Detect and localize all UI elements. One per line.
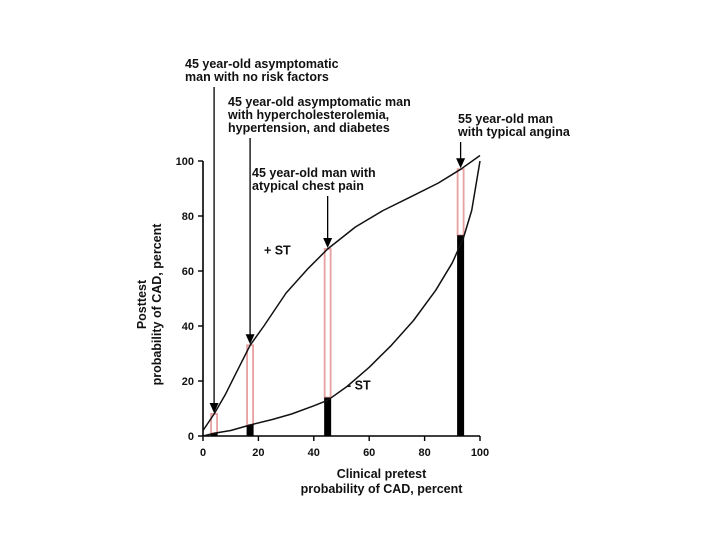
series-curve	[202, 160, 481, 437]
annotation-text: 45 year-old asymptomatic man	[228, 95, 411, 109]
annotation-arrowhead	[323, 238, 333, 248]
annotation-text: with hypercholesterolemia,	[227, 108, 389, 122]
y-tick-label: 100	[176, 156, 194, 168]
bar-positive-range	[323, 248, 332, 399]
x-tick-label: 40	[308, 447, 320, 459]
series-curve	[202, 154, 481, 431]
curve-label: + ST	[264, 244, 291, 258]
annotation-text: 45 year-old man with	[252, 166, 376, 180]
annotation-text: 45 year-old asymptomatic	[185, 57, 339, 71]
x-tick-label: 100	[471, 447, 489, 459]
annotation-text: man with no risk factors	[185, 70, 329, 84]
bar-negative-range	[210, 433, 218, 436]
x-tick-label: 80	[418, 447, 430, 459]
annotation-arrowhead	[456, 158, 466, 169]
bar-negative-range	[246, 425, 254, 436]
x-tick-label: 60	[363, 447, 375, 459]
x-tick-label: 20	[252, 447, 264, 459]
curve-label: - ST	[347, 378, 371, 392]
annotation-text: atypical chest pain	[252, 179, 364, 193]
annotation-text: with typical angina	[457, 125, 571, 139]
marks	[202, 87, 481, 437]
x-tick-label: 0	[200, 447, 206, 459]
texts: 0 20 40 60 80 100 0 20 40 60 80 100 Clinical pretest…	[135, 57, 571, 496]
y-axis-title: probability of CAD, percent	[150, 223, 164, 386]
annotation-text: hypertension, and diabetes	[228, 121, 390, 135]
y-tick-label: 40	[182, 321, 194, 333]
x-axis-title: probability of CAD, percent	[301, 482, 464, 496]
y-tick-label: 0	[188, 431, 194, 443]
bar-positive-range	[456, 168, 465, 237]
annotation-arrowhead	[245, 334, 255, 345]
x-axis-title: Clinical pretest	[337, 467, 427, 481]
annotation-text: 55 year-old man	[458, 112, 553, 126]
y-tick-label: 60	[182, 266, 194, 278]
y-tick-label: 80	[182, 211, 194, 223]
axes	[198, 160, 481, 441]
bar-negative-range	[457, 235, 465, 436]
annotation-arrowhead	[209, 403, 219, 413]
bar-positive-range	[246, 344, 254, 426]
y-tick-label: 20	[182, 376, 194, 388]
y-axis-title: Posttest	[135, 279, 149, 329]
bar-negative-range	[324, 397, 332, 436]
